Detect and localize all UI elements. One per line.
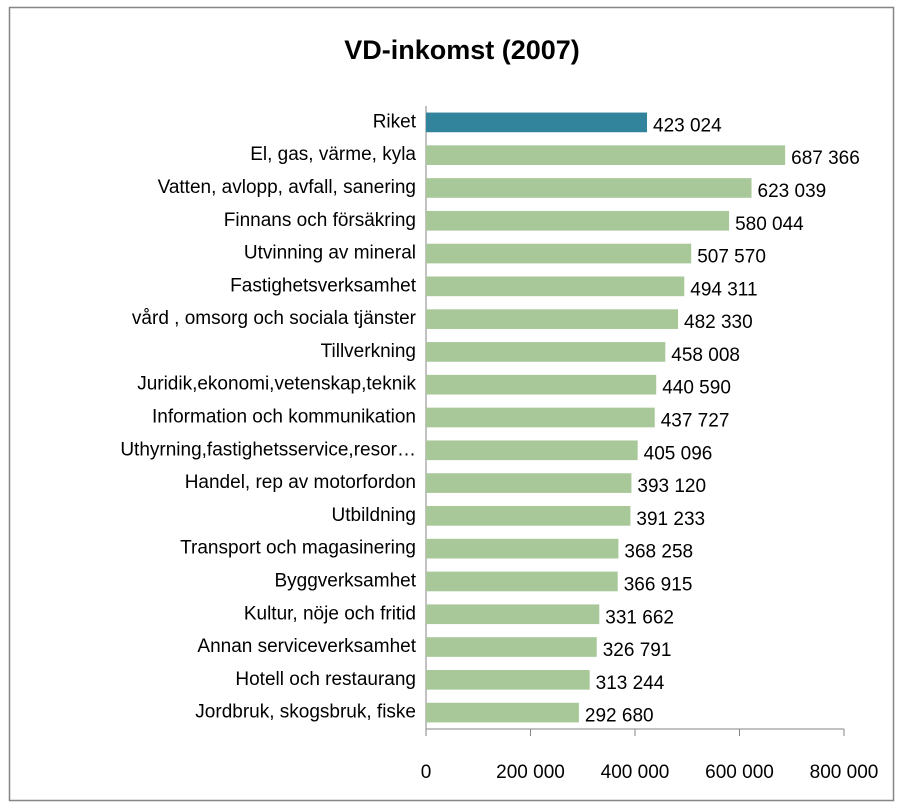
value-label: 494 311 xyxy=(690,279,757,300)
bar xyxy=(426,243,692,264)
value-label: 437 727 xyxy=(661,411,730,432)
y-tick-label: Handel, rep av motorfordon xyxy=(185,472,416,493)
value-label: 507 570 xyxy=(697,247,766,268)
bar xyxy=(426,440,638,461)
y-tick-label: Transport och magasinering xyxy=(180,538,416,559)
y-tick-label: Utbildning xyxy=(332,505,417,526)
bar xyxy=(426,276,685,297)
bar xyxy=(426,538,619,559)
x-tick-label: 400 000 xyxy=(601,762,670,783)
value-label: 366 915 xyxy=(624,574,693,595)
value-label: 440 590 xyxy=(662,378,731,399)
bar xyxy=(426,374,657,395)
y-tick-label: Juridik,ekonomi,vetenskap,teknik xyxy=(137,374,416,395)
y-tick-label: Tillverkning xyxy=(321,341,416,362)
bar xyxy=(426,669,590,690)
y-tick-label: El, gas, värme, kyla xyxy=(250,144,416,165)
bar xyxy=(426,309,679,329)
y-tick-label: Finnans och försäkring xyxy=(224,210,416,231)
bar xyxy=(426,473,632,493)
y-tick-label: Kultur, nöje och fritid xyxy=(244,603,416,624)
value-label: 423 024 xyxy=(653,115,722,136)
value-label: 405 096 xyxy=(644,443,713,464)
y-tick-label: Vatten, avlopp, avfall, sanering xyxy=(158,177,416,198)
value-label: 458 008 xyxy=(671,345,740,366)
y-tick-label: Utvinning av mineral xyxy=(244,243,416,264)
chart-title: VD-inkomst (2007) xyxy=(344,35,580,65)
y-tick-label: Uthyrning,fastighetsservice,resor… xyxy=(120,439,416,460)
value-label: 580 044 xyxy=(735,214,804,235)
value-label: 313 244 xyxy=(596,673,665,694)
value-label: 393 120 xyxy=(637,476,706,497)
bar xyxy=(426,210,730,231)
bar xyxy=(426,571,618,592)
y-tick-label: vård , omsorg och sociala tjänster xyxy=(132,308,417,329)
value-label: 331 662 xyxy=(605,607,674,628)
x-tick-label: 0 xyxy=(421,762,432,783)
bar xyxy=(426,178,752,198)
value-label: 368 258 xyxy=(624,542,693,563)
bar xyxy=(426,112,648,133)
y-tick-label: Annan serviceverksamhet xyxy=(197,636,416,657)
value-label: 687 366 xyxy=(791,148,860,169)
bar xyxy=(426,407,655,428)
value-label: 292 680 xyxy=(585,706,654,727)
value-label: 482 330 xyxy=(684,312,753,333)
x-tick-label: 600 000 xyxy=(705,762,774,783)
value-label: 623 039 xyxy=(758,181,827,202)
bar xyxy=(426,637,597,657)
y-tick-label: Byggverksamhet xyxy=(274,570,416,591)
bar xyxy=(426,506,631,526)
x-tick-label: 800 000 xyxy=(810,762,879,783)
bar xyxy=(426,342,666,362)
value-label: 326 791 xyxy=(603,640,672,661)
y-tick-label: Information och kommunikation xyxy=(152,407,416,428)
bar xyxy=(426,145,786,166)
y-tick-label: Riket xyxy=(373,111,417,132)
y-tick-label: Hotell och restaurang xyxy=(235,669,416,690)
x-tick-label: 200 000 xyxy=(496,762,565,783)
y-tick-label: Jordbruk, skogsbruk, fiske xyxy=(195,702,416,723)
y-tick-label: Fastighetsverksamhet xyxy=(230,275,417,296)
value-label: 391 233 xyxy=(636,509,705,530)
bar xyxy=(426,702,579,723)
bar xyxy=(426,604,600,625)
chart-border xyxy=(8,6,895,802)
